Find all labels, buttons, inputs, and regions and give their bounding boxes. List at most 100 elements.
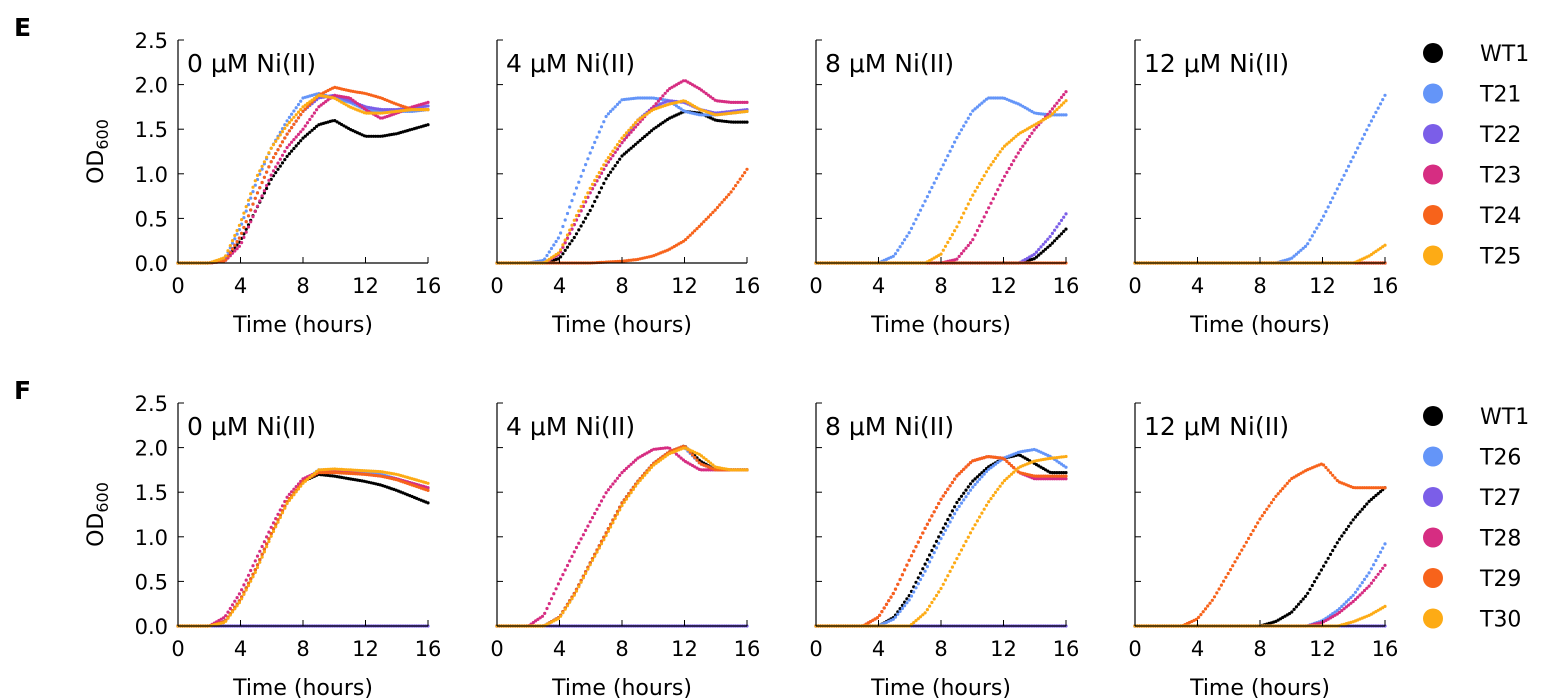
data-point — [998, 484, 1002, 488]
data-point — [577, 213, 581, 218]
data-point — [645, 471, 649, 475]
data-point — [953, 505, 957, 509]
data-point — [729, 120, 733, 124]
data-point — [299, 107, 303, 112]
data-point — [640, 136, 645, 140]
data-point — [937, 541, 941, 545]
data-point — [734, 184, 738, 188]
data-point — [330, 119, 335, 123]
data-point — [953, 561, 957, 565]
data-point — [934, 506, 939, 510]
data-point — [604, 159, 608, 163]
data-point — [301, 105, 305, 109]
series-t26 — [176, 468, 430, 628]
data-point — [679, 456, 683, 460]
data-point — [1303, 594, 1308, 599]
data-point — [1062, 113, 1066, 117]
data-point — [584, 163, 588, 167]
data-point — [914, 580, 918, 584]
data-point — [921, 567, 925, 571]
x-tick-label: 4 — [234, 274, 247, 298]
data-point — [1003, 144, 1007, 148]
data-point — [693, 229, 697, 233]
data-point — [235, 240, 239, 244]
data-point — [1037, 474, 1041, 478]
data-point — [634, 484, 638, 488]
data-point — [1030, 131, 1034, 135]
data-point — [987, 500, 991, 504]
data-point — [1005, 170, 1009, 174]
data-point — [570, 554, 574, 559]
data-point — [734, 100, 738, 104]
panel-title: 0 μM Ni(II) — [187, 49, 316, 78]
data-point — [1322, 564, 1326, 568]
data-point — [606, 156, 611, 160]
data-point — [743, 110, 747, 114]
data-point — [740, 100, 745, 104]
x-tick-label: 16 — [734, 274, 761, 298]
panel-label-e: E — [14, 13, 31, 42]
data-point — [577, 585, 581, 589]
data-point — [1041, 477, 1045, 481]
data-point — [240, 218, 244, 222]
data-point — [1322, 214, 1326, 218]
legend-marker — [1423, 43, 1443, 63]
data-point — [695, 227, 699, 231]
data-point — [299, 99, 303, 103]
data-point — [349, 468, 353, 472]
data-point — [615, 476, 620, 480]
data-point — [574, 214, 579, 218]
data-point — [611, 107, 615, 111]
data-point — [267, 165, 271, 169]
data-point — [1034, 250, 1039, 254]
data-point — [1003, 174, 1007, 178]
data-point — [943, 528, 948, 532]
data-point — [629, 491, 633, 495]
data-point — [595, 174, 599, 179]
data-point — [978, 473, 982, 477]
data-point — [939, 252, 943, 256]
data-point — [975, 475, 980, 479]
data-point — [743, 468, 747, 472]
data-point — [921, 573, 925, 578]
data-point — [1014, 134, 1018, 138]
data-point — [665, 89, 670, 93]
data-point — [962, 498, 966, 502]
data-point — [367, 134, 371, 138]
data-point — [1025, 138, 1029, 142]
data-point — [941, 494, 945, 498]
data-point — [937, 501, 941, 506]
data-point — [898, 245, 902, 249]
data-point — [574, 186, 579, 190]
data-point — [380, 108, 385, 112]
data-point — [1356, 146, 1360, 150]
data-point — [738, 468, 742, 472]
data-point — [638, 478, 642, 482]
data-point — [1046, 237, 1050, 241]
series-group — [1133, 462, 1387, 628]
data-point — [1000, 147, 1005, 151]
x-tick-label: 4 — [553, 637, 566, 661]
data-point — [959, 252, 964, 256]
data-point — [1003, 478, 1007, 483]
data-point — [973, 523, 977, 527]
data-point — [1059, 113, 1064, 117]
data-point — [249, 568, 253, 573]
data-point — [602, 538, 606, 542]
data-point — [276, 520, 280, 524]
data-point — [321, 101, 326, 105]
y-tick-label: 0.0 — [135, 615, 168, 639]
data-point — [677, 454, 681, 458]
data-point — [715, 205, 720, 210]
data-point — [426, 123, 430, 127]
data-point — [722, 198, 726, 202]
data-point — [258, 169, 262, 173]
data-point — [652, 104, 656, 108]
data-point — [690, 453, 695, 457]
series-t24 — [495, 167, 749, 265]
data-point — [258, 560, 262, 564]
data-point — [643, 134, 647, 139]
legend-label: T25 — [1479, 245, 1521, 270]
data-point — [1014, 468, 1018, 472]
